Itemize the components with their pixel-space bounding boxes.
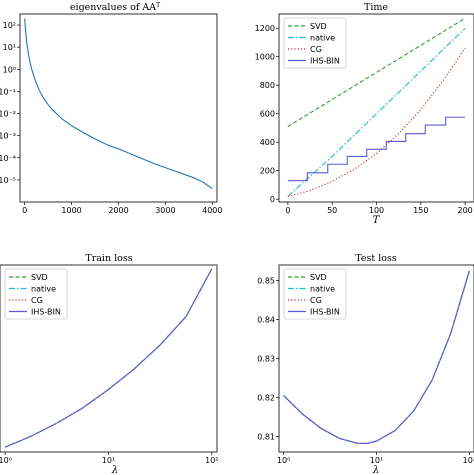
- eigenvalues-title: eigenvalues of AAT: [70, 2, 160, 14]
- train-loss-series-layer: [4, 268, 213, 448]
- time-x-axis-label: T: [373, 215, 381, 226]
- test-y-tick-label: 0.85: [257, 277, 275, 286]
- train-series-ihs-bin-line: [4, 268, 213, 448]
- eigenvalues-axes: [19, 13, 218, 203]
- time-x-tick-label: 50: [327, 206, 337, 215]
- test-loss-series-layer: [283, 270, 470, 444]
- eigenvalues-series-layer: [24, 18, 213, 190]
- time-y-tick-label: 200: [260, 167, 275, 176]
- eigen-y-tick-label: 10⁻¹: [0, 87, 16, 96]
- train-legend-label: native: [31, 285, 56, 294]
- test-legend-label: SVD: [310, 273, 327, 282]
- train-loss-legend: SVD native CG IHS-BIN: [4, 268, 68, 320]
- test-legend-label: native: [310, 285, 335, 294]
- time-y-tick-label: 0: [270, 195, 275, 204]
- eigenvalues-y-ticks: 10⁻⁵ 10⁻⁴ 10⁻³ 10⁻² 10⁻¹ 10⁰ 10¹ 10²: [0, 21, 20, 185]
- eigen-x-tick-label: 2000: [108, 206, 128, 215]
- time-y-ticks: 0 200 400 600 800 1000 1200: [255, 24, 279, 204]
- time-x-tick-label: 150: [413, 206, 428, 215]
- eigenvalues-x-ticks: 0 1000 2000 3000 4000: [22, 202, 222, 215]
- eigen-x-tick-label: 4000: [202, 206, 222, 215]
- time-legend: SVD native CG IHS-BIN: [283, 17, 347, 69]
- time-series-ihs-bin-line: [287, 116, 466, 182]
- train-loss-x-axis-label: λ: [111, 465, 118, 475]
- eigen-y-tick-label: 10⁻³: [0, 132, 16, 141]
- eigen-y-tick-label: 10⁰: [3, 65, 16, 74]
- time-series-cg-line: [287, 47, 466, 197]
- time-x-tick-label: 200: [457, 206, 472, 215]
- train-legend-label: IHS-BIN: [31, 308, 61, 317]
- time-x-tick-label: 100: [369, 206, 384, 215]
- eigen-y-tick-label: 10⁻⁵: [0, 176, 16, 185]
- test-legend-label: CG: [310, 296, 322, 305]
- test-legend-frame: [283, 268, 347, 320]
- test-y-tick-label: 0.83: [257, 355, 275, 364]
- eigen-x-tick-label: 1000: [61, 206, 81, 215]
- eigen-x-tick-label: 3000: [155, 206, 175, 215]
- test-loss-panel: Test loss 10⁰ 10¹ 10² 0.81 0.82 0.83 0.84 0.85…: [257, 253, 474, 475]
- time-y-tick-label: 800: [260, 81, 275, 90]
- time-y-tick-label: 1200: [255, 24, 275, 33]
- eigenvalues-panel: eigenvalues of AAT 0 1000 2000 3000 4000 10⁻…: [0, 2, 222, 216]
- time-panel: Time 0 50 100 150 200 020040060080010001200 …: [255, 2, 474, 226]
- time-legend-label: IHS-BIN: [310, 57, 340, 66]
- train-loss-x-ticks: 10⁰ 10¹ 10²: [0, 452, 219, 465]
- test-loss-legend: SVD native CG IHS-BIN: [283, 268, 347, 320]
- test-loss-x-axis-label: λ: [372, 465, 379, 475]
- time-y-tick-label: 1000: [255, 53, 275, 62]
- eigen-y-tick-label: 10¹: [3, 43, 16, 52]
- time-series-svd-line: [287, 17, 466, 127]
- test-series-ihs-bin-line: [283, 270, 470, 444]
- train-x-tick-label: 10²: [205, 456, 218, 465]
- eigen-y-tick-label: 10²: [3, 21, 16, 30]
- train-x-tick-label: 10⁰: [0, 456, 12, 465]
- time-legend-label: SVD: [310, 22, 327, 31]
- time-series-layer: [287, 17, 466, 197]
- test-loss-y-ticks: 0.81 0.82 0.83 0.84 0.85: [257, 277, 279, 441]
- train-legend-label: SVD: [31, 273, 48, 282]
- eigen-series-line-line: [24, 18, 213, 190]
- test-x-tick-label: 10²: [463, 456, 474, 465]
- time-y-tick-label: 600: [260, 110, 275, 119]
- test-y-tick-label: 0.82: [257, 393, 275, 402]
- time-y-tick-label: 400: [260, 138, 275, 147]
- eigen-y-tick-label: 10⁻²: [0, 110, 16, 119]
- eigen-y-tick-label: 10⁻⁴: [0, 154, 16, 163]
- test-loss-title: Test loss: [355, 253, 397, 264]
- test-y-tick-label: 0.84: [257, 316, 275, 325]
- time-legend-label: native: [310, 34, 335, 43]
- test-legend-label: IHS-BIN: [310, 308, 340, 317]
- time-x-ticks: 0 50 100 150 200: [285, 202, 473, 215]
- train-x-tick-label: 10¹: [102, 456, 115, 465]
- test-x-tick-label: 10¹: [370, 456, 383, 465]
- time-title: Time: [364, 2, 388, 13]
- train-legend-label: CG: [31, 296, 43, 305]
- test-y-tick-label: 0.81: [257, 432, 275, 441]
- eigen-x-tick-label: 0: [22, 206, 27, 215]
- time-x-tick-label: 0: [285, 206, 290, 215]
- train-loss-title: Train loss: [85, 253, 132, 264]
- test-x-tick-label: 10⁰: [277, 456, 290, 465]
- time-legend-label: CG: [310, 45, 322, 54]
- time-legend-frame: [283, 17, 347, 69]
- train-legend-frame: [4, 268, 68, 320]
- time-series-native-line: [287, 27, 466, 197]
- test-loss-x-ticks: 10⁰ 10¹ 10²: [277, 452, 474, 465]
